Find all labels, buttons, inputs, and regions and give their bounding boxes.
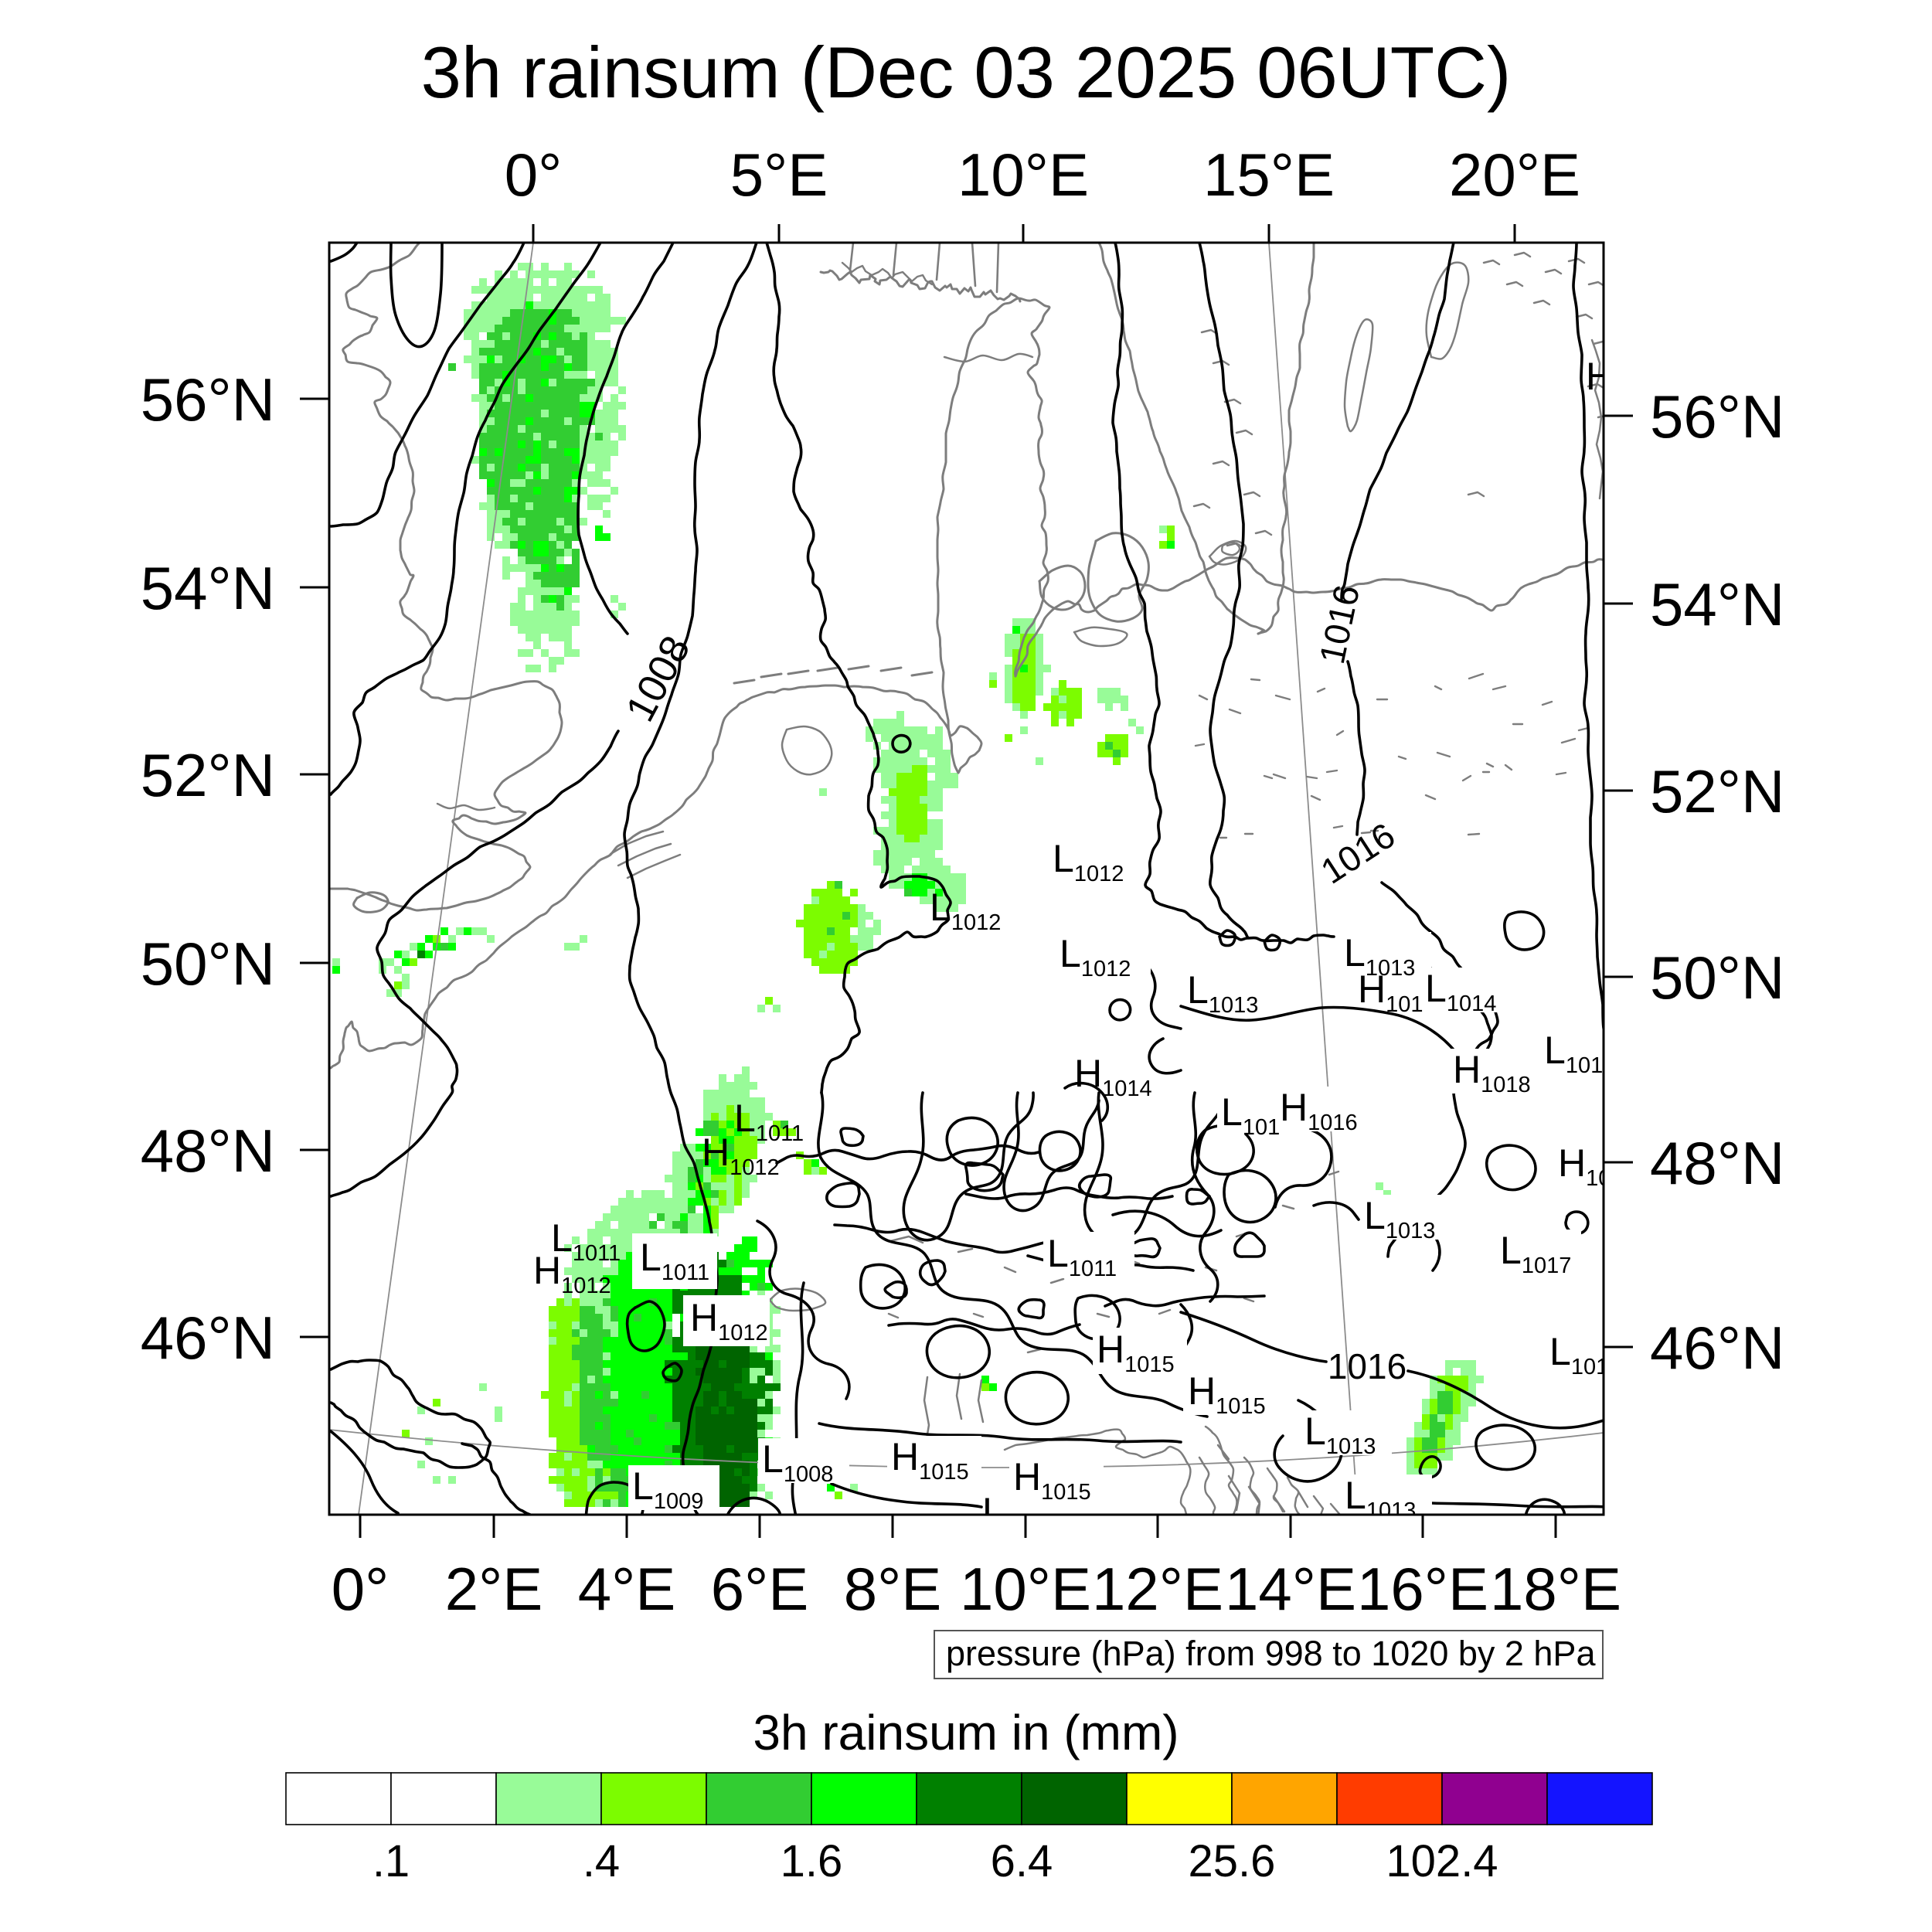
svg-text:102.4: 102.4	[1386, 1836, 1498, 1886]
svg-text:46°N: 46°N	[141, 1304, 275, 1372]
svg-text:L101: L101	[1549, 1330, 1608, 1379]
svg-text:54°N: 54°N	[1650, 570, 1784, 638]
svg-text:.4: .4	[583, 1836, 620, 1886]
svg-text:pressure (hPa) from 998 to 102: pressure (hPa) from 998 to 1020 by 2 hPa	[946, 1634, 1596, 1673]
svg-text:8°E: 8°E	[844, 1555, 942, 1623]
svg-text:0°: 0°	[332, 1555, 389, 1623]
svg-text:56°N: 56°N	[141, 366, 275, 434]
svg-text:54°N: 54°N	[141, 554, 275, 622]
svg-text:2°E: 2°E	[445, 1555, 543, 1623]
svg-text:3h rainsum in (mm): 3h rainsum in (mm)	[753, 1705, 1179, 1760]
svg-text:52°N: 52°N	[141, 741, 275, 809]
svg-text:50°N: 50°N	[141, 930, 275, 998]
svg-text:50°N: 50°N	[1650, 944, 1784, 1012]
svg-text:20°E: 20°E	[1449, 141, 1580, 209]
svg-text:15°E: 15°E	[1203, 141, 1335, 209]
svg-text:14°E: 14°E	[1225, 1555, 1356, 1623]
svg-text:56°N: 56°N	[1650, 383, 1784, 451]
svg-text:L1012: L1012	[1060, 932, 1131, 981]
svg-text:25.6: 25.6	[1189, 1836, 1276, 1886]
svg-text:H: H	[1586, 355, 1614, 398]
svg-text:48°N: 48°N	[141, 1117, 275, 1185]
svg-text:1008: 1008	[617, 629, 699, 729]
svg-text:L1012: L1012	[1053, 837, 1124, 886]
svg-text:L1013: L1013	[1187, 968, 1258, 1018]
svg-text:10°E: 10°E	[960, 1555, 1091, 1623]
svg-text:5°E: 5°E	[730, 141, 828, 209]
svg-text:.1: .1	[372, 1836, 410, 1886]
svg-text:L1011: L1011	[734, 1097, 804, 1146]
svg-text:1.6: 1.6	[781, 1836, 843, 1886]
svg-text:16°E: 16°E	[1357, 1555, 1488, 1623]
svg-text:12°E: 12°E	[1092, 1555, 1223, 1623]
svg-text:1016: 1016	[1311, 582, 1367, 668]
svg-text:0°: 0°	[505, 141, 563, 209]
svg-text:18°E: 18°E	[1490, 1555, 1621, 1623]
svg-text:10°E: 10°E	[957, 141, 1089, 209]
svg-text:52°N: 52°N	[1650, 757, 1784, 825]
svg-text:6.4: 6.4	[991, 1836, 1053, 1886]
svg-text:3h rainsum (Dec 03 2025 06UTC): 3h rainsum (Dec 03 2025 06UTC)	[421, 32, 1512, 113]
svg-text:1016: 1016	[1328, 1346, 1406, 1386]
svg-text:H1012: H1012	[690, 1296, 768, 1345]
svg-text:4°E: 4°E	[578, 1555, 676, 1623]
svg-text:46°N: 46°N	[1650, 1314, 1784, 1382]
svg-text:6°E: 6°E	[711, 1555, 809, 1623]
svg-text:48°N: 48°N	[1650, 1129, 1784, 1197]
svg-text:H1014: H1014	[1074, 1052, 1152, 1101]
